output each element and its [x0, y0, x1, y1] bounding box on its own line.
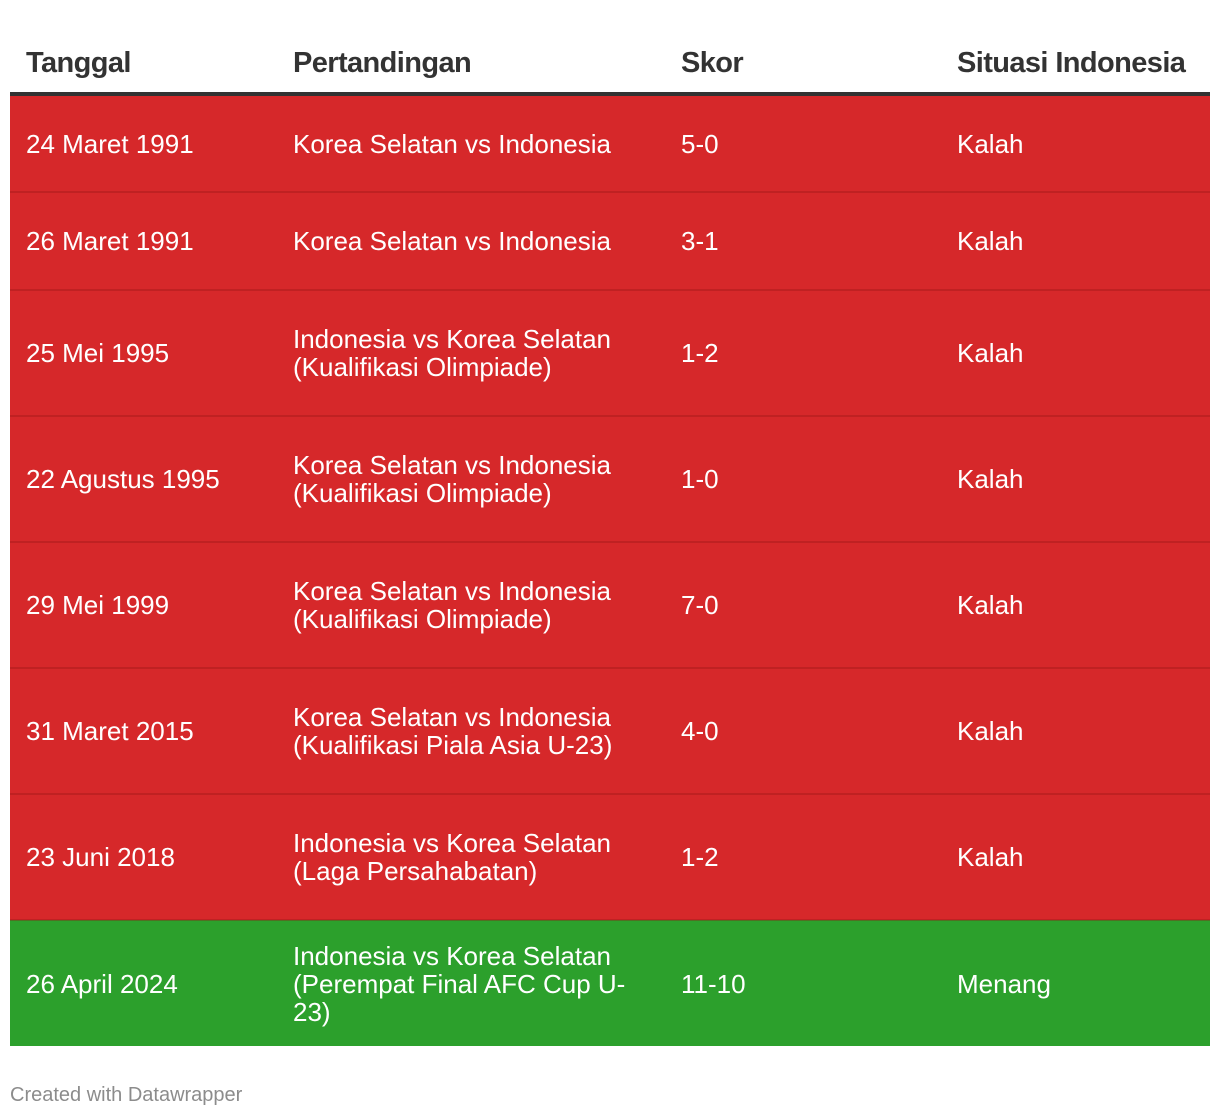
cell-score: 1-2 — [665, 794, 941, 921]
cell-date: 26 Maret 1991 — [10, 192, 277, 291]
column-header-result: Situasi Indonesia — [941, 0, 1210, 96]
header-row: Tanggal Pertandingan Skor Situasi Indone… — [10, 0, 1210, 96]
table-header: Tanggal Pertandingan Skor Situasi Indone… — [10, 0, 1210, 96]
cell-match: Korea Selatan vs Indonesia — [277, 94, 665, 193]
cell-result: Menang — [941, 920, 1210, 1046]
table-row: 26 April 2024 Indonesia vs Korea Selatan… — [10, 920, 1210, 1046]
table-row: 24 Maret 1991 Korea Selatan vs Indonesia… — [10, 94, 1210, 193]
cell-score: 7-0 — [665, 542, 941, 669]
table-row: 23 Juni 2018 Indonesia vs Korea Selatan … — [10, 794, 1210, 921]
results-table-container: Tanggal Pertandingan Skor Situasi Indone… — [10, 0, 1210, 1046]
cell-match: Indonesia vs Korea Selatan (Laga Persaha… — [277, 794, 665, 921]
cell-date: 29 Mei 1999 — [10, 542, 277, 669]
table-row: 29 Mei 1999 Korea Selatan vs Indonesia (… — [10, 542, 1210, 669]
table-body: 24 Maret 1991 Korea Selatan vs Indonesia… — [10, 94, 1210, 1046]
cell-date: 26 April 2024 — [10, 920, 277, 1046]
cell-result: Kalah — [941, 416, 1210, 543]
cell-date: 22 Agustus 1995 — [10, 416, 277, 543]
table-row: 22 Agustus 1995 Korea Selatan vs Indones… — [10, 416, 1210, 543]
cell-date: 31 Maret 2015 — [10, 668, 277, 795]
column-header-match: Pertandingan — [277, 0, 665, 96]
cell-result: Kalah — [941, 192, 1210, 291]
cell-score: 1-0 — [665, 416, 941, 543]
cell-score: 11-10 — [665, 920, 941, 1046]
cell-result: Kalah — [941, 542, 1210, 669]
cell-date: 24 Maret 1991 — [10, 94, 277, 193]
cell-match: Korea Selatan vs Indonesia — [277, 192, 665, 291]
cell-score: 1-2 — [665, 290, 941, 417]
cell-score: 3-1 — [665, 192, 941, 291]
cell-date: 23 Juni 2018 — [10, 794, 277, 921]
cell-date: 25 Mei 1995 — [10, 290, 277, 417]
cell-result: Kalah — [941, 668, 1210, 795]
cell-result: Kalah — [941, 794, 1210, 921]
cell-match: Korea Selatan vs Indonesia (Kualifikasi … — [277, 416, 665, 543]
table-row: 25 Mei 1995 Indonesia vs Korea Selatan (… — [10, 290, 1210, 417]
cell-match: Indonesia vs Korea Selatan (Perempat Fin… — [277, 920, 665, 1046]
cell-match: Korea Selatan vs Indonesia (Kualifikasi … — [277, 668, 665, 795]
column-header-date: Tanggal — [10, 0, 277, 96]
cell-match: Korea Selatan vs Indonesia (Kualifikasi … — [277, 542, 665, 669]
cell-result: Kalah — [941, 94, 1210, 193]
results-table: Tanggal Pertandingan Skor Situasi Indone… — [10, 0, 1210, 1046]
cell-score: 4-0 — [665, 668, 941, 795]
cell-score: 5-0 — [665, 94, 941, 193]
cell-result: Kalah — [941, 290, 1210, 417]
cell-match: Indonesia vs Korea Selatan (Kualifikasi … — [277, 290, 665, 417]
datawrapper-credit: Created with Datawrapper — [10, 1084, 243, 1106]
column-header-score: Skor — [665, 0, 941, 96]
table-row: 26 Maret 1991 Korea Selatan vs Indonesia… — [10, 192, 1210, 291]
table-row: 31 Maret 2015 Korea Selatan vs Indonesia… — [10, 668, 1210, 795]
